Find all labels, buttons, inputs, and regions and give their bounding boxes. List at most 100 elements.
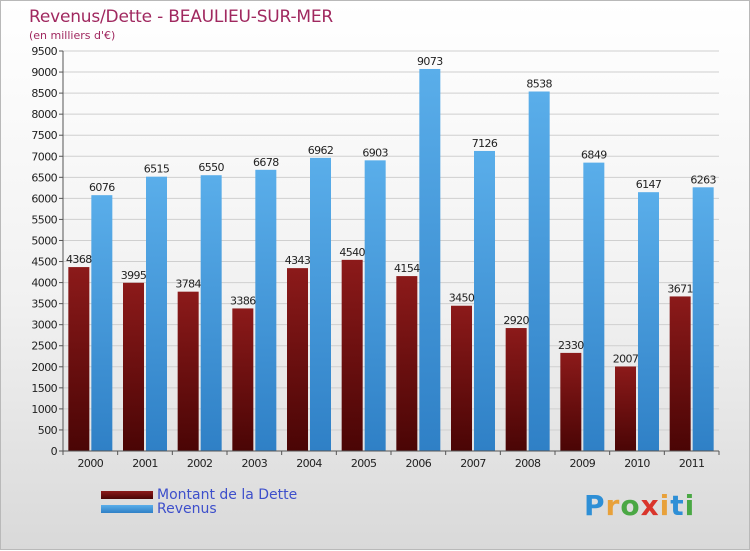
bar-revenus bbox=[255, 169, 277, 452]
data-label-revenus: 6903 bbox=[362, 146, 388, 159]
data-label-revenus: 9073 bbox=[417, 55, 443, 68]
y-tick-label: 9000 bbox=[31, 66, 57, 79]
bar-dette bbox=[396, 276, 418, 451]
x-tick-label: 2004 bbox=[296, 457, 322, 470]
x-tick-label: 2001 bbox=[132, 457, 158, 470]
data-label-dette: 3450 bbox=[449, 292, 475, 305]
y-tick-label: 9500 bbox=[31, 45, 57, 58]
data-label-revenus: 6147 bbox=[636, 178, 662, 191]
legend-swatch-revenus bbox=[101, 505, 153, 513]
proxiti-logo: Proxiti bbox=[584, 489, 695, 522]
x-tick-label: 2010 bbox=[624, 457, 650, 470]
bar-revenus bbox=[583, 162, 605, 452]
bar-dette bbox=[123, 282, 144, 451]
y-tick-label: 6000 bbox=[31, 192, 57, 205]
y-tick-label: 7500 bbox=[31, 129, 57, 142]
y-tick-label: 3000 bbox=[31, 319, 57, 332]
grid-layer bbox=[63, 50, 719, 452]
data-label-revenus: 6076 bbox=[89, 181, 115, 194]
bar-dette bbox=[615, 366, 636, 451]
bar-revenus bbox=[364, 160, 386, 452]
logo-letter: i bbox=[684, 489, 696, 522]
data-label-revenus: 6962 bbox=[308, 144, 334, 157]
bar-revenus bbox=[200, 175, 222, 452]
y-tick-label: 6500 bbox=[31, 171, 57, 184]
data-label-dette: 3784 bbox=[175, 278, 201, 291]
bar-dette bbox=[287, 268, 308, 451]
labels-layer: 4368 6076 3995 6515 3784 6550 3386 6678 4343 6962… bbox=[66, 55, 717, 366]
bars-layer bbox=[68, 68, 714, 452]
y-tick-label: 1500 bbox=[31, 382, 57, 395]
data-label-dette: 3995 bbox=[121, 269, 147, 282]
x-tick-label: 2003 bbox=[242, 457, 268, 470]
data-label-revenus: 6515 bbox=[144, 163, 170, 176]
y-tick-label: 8500 bbox=[31, 87, 57, 100]
y-tick-label: 3500 bbox=[31, 298, 57, 311]
data-label-revenus: 6550 bbox=[198, 161, 224, 174]
logo-letter: x bbox=[640, 489, 660, 522]
data-label-dette: 4540 bbox=[339, 246, 365, 259]
data-label-revenus: 6263 bbox=[690, 173, 716, 186]
logo-letter: o bbox=[620, 489, 641, 522]
y-tick-label: 4000 bbox=[31, 277, 57, 290]
data-label-revenus: 6849 bbox=[581, 149, 607, 162]
bar-revenus bbox=[310, 157, 331, 451]
y-tick-label: 1000 bbox=[31, 403, 57, 416]
y-tick-label: 0 bbox=[51, 445, 58, 458]
x-tick-label: 2009 bbox=[570, 457, 596, 470]
bar-dette bbox=[341, 259, 363, 451]
x-tick-label: 2008 bbox=[515, 457, 541, 470]
bar-revenus bbox=[146, 176, 167, 451]
legend-swatch-debt bbox=[101, 491, 153, 499]
legend-label-revenus: Revenus bbox=[157, 501, 217, 517]
y-tick-label: 2000 bbox=[31, 361, 57, 374]
logo-letter: i bbox=[659, 489, 671, 522]
bar-revenus bbox=[528, 91, 550, 452]
y-tick-label: 5500 bbox=[31, 213, 57, 226]
bar-dette bbox=[232, 308, 254, 451]
bar-revenus bbox=[419, 68, 441, 452]
data-label-revenus: 7126 bbox=[472, 137, 498, 150]
data-label-dette: 2920 bbox=[503, 314, 529, 327]
bar-dette bbox=[451, 305, 472, 451]
y-tick-label: 8000 bbox=[31, 108, 57, 121]
bar-revenus bbox=[692, 187, 714, 451]
y-tick-label: 4500 bbox=[31, 256, 57, 269]
y-tick-label: 2500 bbox=[31, 340, 57, 353]
x-tick-label: 2011 bbox=[679, 457, 705, 470]
data-label-dette: 2330 bbox=[558, 339, 584, 352]
logo-letter: r bbox=[605, 489, 621, 522]
y-tick-label: 7000 bbox=[31, 150, 57, 163]
legend-item-revenus: Revenus bbox=[101, 501, 217, 517]
logo-letter: t bbox=[670, 489, 685, 522]
bar-dette bbox=[505, 328, 527, 451]
y-tick-label: 500 bbox=[38, 424, 58, 437]
x-tick-label: 2000 bbox=[78, 457, 104, 470]
bar-dette bbox=[669, 296, 691, 451]
chart-subtitle: (en milliers d'€) bbox=[29, 29, 116, 42]
x-tick-label: 2007 bbox=[460, 457, 486, 470]
x-tick-label: 2002 bbox=[187, 457, 213, 470]
data-label-dette: 3671 bbox=[667, 282, 693, 295]
data-label-dette: 4154 bbox=[394, 262, 420, 275]
bar-revenus bbox=[638, 192, 659, 451]
bar-revenus bbox=[474, 150, 495, 452]
x-tick-label: 2006 bbox=[406, 457, 432, 470]
data-label-dette: 4368 bbox=[66, 253, 92, 266]
legend-label-debt: Montant de la Dette bbox=[157, 487, 298, 503]
bar-revenus bbox=[91, 195, 113, 451]
bar-dette bbox=[68, 267, 90, 451]
chart-title: Revenus/Dette - BEAULIEU-SUR-MER bbox=[29, 7, 334, 27]
data-label-revenus: 8538 bbox=[526, 78, 552, 91]
x-tick-label: 2005 bbox=[351, 457, 377, 470]
data-label-dette: 2007 bbox=[613, 352, 639, 365]
logo-letter: P bbox=[584, 489, 606, 522]
data-label-revenus: 6678 bbox=[253, 156, 279, 169]
bar-dette bbox=[560, 352, 582, 451]
bar-dette bbox=[177, 291, 199, 451]
legend-item-debt: Montant de la Dette bbox=[101, 487, 297, 503]
y-tick-label: 5000 bbox=[31, 234, 57, 247]
data-label-dette: 4343 bbox=[285, 254, 311, 267]
